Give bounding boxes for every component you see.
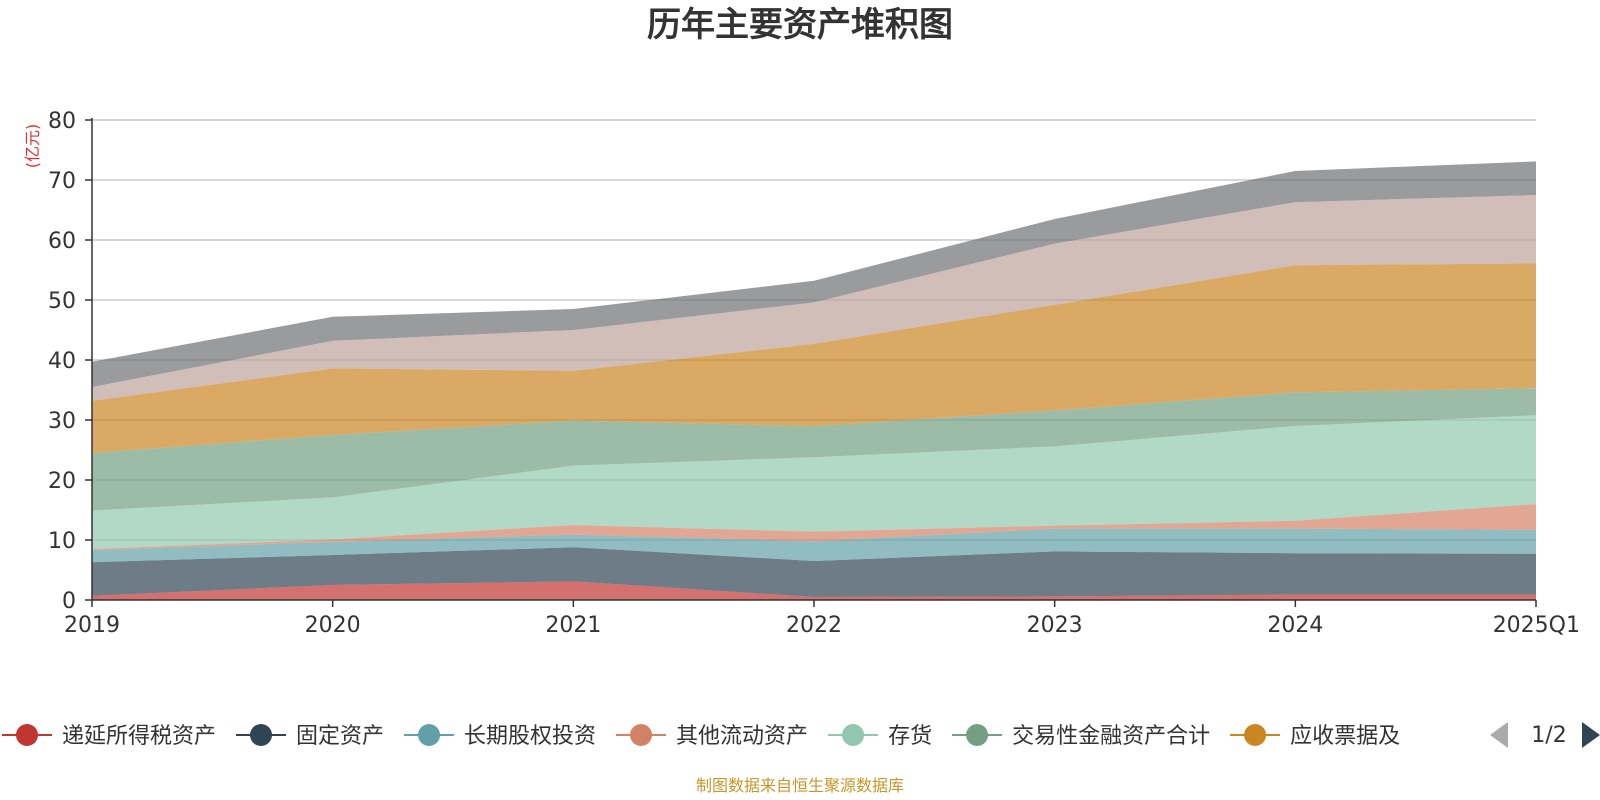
legend-item[interactable]: 存货 xyxy=(828,724,932,749)
x-tick-label: 2025Q1 xyxy=(1493,613,1580,638)
legend-marker-icon xyxy=(1244,724,1267,746)
area-series xyxy=(92,161,1536,600)
legend-label: 存货 xyxy=(888,724,932,749)
area-其他流动资产 xyxy=(92,504,1536,551)
legend-marker-icon xyxy=(630,724,653,746)
chart-title: 历年主要资产堆积图 xyxy=(647,5,953,45)
legend-marker-icon xyxy=(16,724,38,746)
area-货币资金 xyxy=(92,195,1536,401)
area-其他 xyxy=(92,161,1536,387)
x-tick-label: 2022 xyxy=(786,613,842,638)
y-tick-label: 30 xyxy=(48,409,76,434)
y-tick-label: 70 xyxy=(48,169,76,194)
axes xyxy=(85,118,1537,607)
legend-item[interactable]: 交易性金融资产合计 xyxy=(952,724,1210,749)
legend-next-arrow-icon[interactable] xyxy=(1582,722,1600,748)
y-tick-label: 10 xyxy=(48,529,76,554)
legend-item[interactable]: 递延所得税资产 xyxy=(2,724,216,749)
legend-page-indicator: 1/2 xyxy=(1531,723,1566,748)
x-tick-label: 2024 xyxy=(1267,613,1323,638)
legend-prev-arrow-icon[interactable] xyxy=(1490,722,1508,748)
area-递延所得税资产 xyxy=(92,581,1536,600)
legend-item[interactable]: 长期股权投资 xyxy=(404,724,596,749)
x-tick-label: 2023 xyxy=(1027,613,1083,638)
legend-item[interactable]: 其他流动资产 xyxy=(616,724,808,749)
legend-label: 交易性金融资产合计 xyxy=(1012,724,1210,749)
legend-marker-icon xyxy=(250,724,273,746)
legend-pager: 1/2 xyxy=(1490,722,1600,748)
legend-item[interactable]: 应收票据及 xyxy=(1230,724,1400,749)
legend-item[interactable]: 固定资产 xyxy=(236,724,384,749)
area-应收票据及应收账款 xyxy=(92,263,1536,453)
y-tick-label: 80 xyxy=(48,109,76,134)
y-tick-labels: 0 10 20 30 40 50 60 70 80 xyxy=(48,109,76,614)
legend-label: 长期股权投资 xyxy=(464,724,596,749)
legend-label: 应收票据及 xyxy=(1290,724,1400,749)
legend-marker-icon xyxy=(418,724,441,746)
y-axis-unit: (亿元) xyxy=(23,124,42,169)
y-tick-label: 20 xyxy=(48,469,76,494)
legend-marker-icon xyxy=(842,724,865,746)
area-交易性金融资产合计 xyxy=(92,388,1536,511)
legend-label: 固定资产 xyxy=(296,724,384,749)
legend: 递延所得税资产 固定资产 长期股权投资 其他流动资产 存货 交易性金融资产合计 应收票据及 xyxy=(2,724,1400,749)
y-tick-label: 40 xyxy=(48,349,76,374)
area-存货 xyxy=(92,415,1536,549)
y-tick-label: 50 xyxy=(48,289,76,314)
y-tick-label: 60 xyxy=(48,229,76,254)
legend-label: 递延所得税资产 xyxy=(62,724,216,749)
x-tick-label: 2021 xyxy=(545,613,601,638)
area-固定资产 xyxy=(92,547,1536,597)
legend-marker-icon xyxy=(966,724,989,746)
legend-label: 其他流动资产 xyxy=(676,724,808,749)
x-tick-labels: 2019 2020 2021 2022 2023 2024 2025Q1 xyxy=(64,613,1580,638)
x-tick-label: 2020 xyxy=(305,613,361,638)
area-长期股权投资 xyxy=(92,528,1536,563)
source-note: 制图数据来自恒生聚源数据库 xyxy=(696,776,904,795)
y-tick-label: 0 xyxy=(62,589,76,614)
x-tick-label: 2019 xyxy=(64,613,120,638)
